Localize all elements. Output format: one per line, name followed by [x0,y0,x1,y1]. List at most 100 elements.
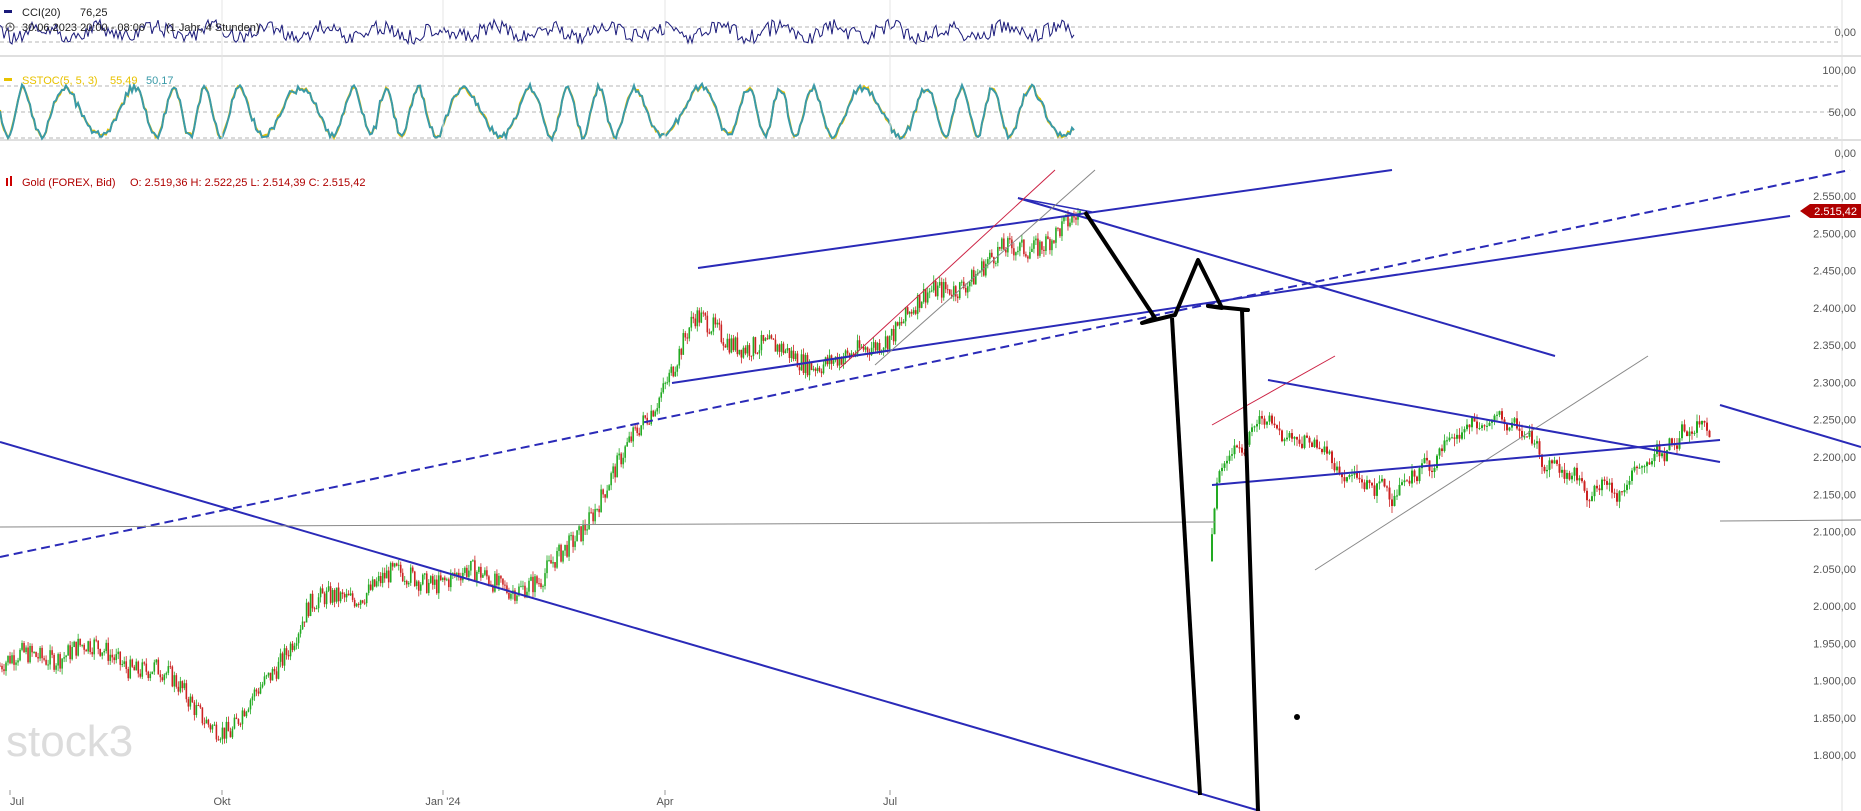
candle-body [1306,435,1308,438]
candle-body [726,338,729,348]
candle-body [347,593,350,596]
candle-body [219,739,222,741]
candle-body [644,415,646,418]
main-legend[interactable]: Gold (FOREX, Bid) O: 2.519,36 H: 2.522,2… [6,176,365,189]
candle-body [472,560,474,562]
candle-body [1371,483,1373,486]
candle-body [1446,440,1448,442]
candle-body [666,382,669,384]
candle-body [486,570,488,577]
sstoc-d-line [0,81,1075,143]
candle-body [1691,431,1693,434]
candle-body [273,668,276,672]
candle-body [1656,444,1658,454]
candle-body [73,641,75,647]
candle-body [948,289,951,295]
candle-body [107,642,110,661]
candle-body [381,572,384,584]
candle-body [740,349,743,358]
candle-body [810,362,813,370]
main-title: Gold (FOREX, Bid) [22,177,116,189]
candle-body [105,642,107,652]
candle-body [1621,491,1623,493]
candle-body [1213,508,1216,535]
candle-body [1603,479,1606,482]
candle-body [798,367,801,371]
candle-body [1516,418,1518,429]
candle-body [29,645,31,663]
candle-body [1063,217,1065,222]
candle-body [1223,463,1226,468]
candle-body [904,307,907,322]
candle-body [199,705,202,708]
candle-body [770,335,773,339]
candle-body [1211,534,1213,562]
candle-body [714,317,717,325]
candle-body [1031,248,1033,253]
candlestick-icon [6,176,12,186]
candle-body [546,560,548,574]
candle-body [411,567,414,572]
candle-body [592,512,594,522]
candle-body [413,571,416,586]
candle-body [502,578,504,585]
candle-body [287,654,290,657]
candle-body [81,644,83,646]
candle-body [570,535,572,537]
candle-body [470,560,472,571]
candle-body [1308,437,1311,443]
candle-body [1616,493,1618,502]
candle-body [530,576,532,581]
candle-body [1466,424,1468,430]
candle-body [1358,477,1361,480]
candle-body [33,651,35,653]
candle-body [466,567,468,577]
candle-body [383,572,386,579]
candle-body [375,581,378,587]
candle-body [1531,430,1533,444]
candle-body [1396,495,1398,497]
candle-body [999,246,1001,249]
candle-body [153,662,156,672]
candle-body [554,562,556,568]
candle-body [117,651,120,655]
candle-body [249,700,252,710]
candle-body [1596,485,1598,489]
candle-body [135,661,138,671]
candle-body [1321,448,1323,453]
sstoc-legend[interactable]: SSTOC(5, 5, 3) 55,49 50,17 [4,75,174,87]
candle-body [75,641,77,656]
grey-support-line-right [1719,519,1861,522]
candle-body [387,570,390,583]
candle-body [1538,441,1541,455]
candle-body [878,342,881,353]
trendline-drawings[interactable] [0,169,1861,811]
candle-body [1293,436,1296,439]
candle-body [345,593,348,598]
candle-body [1626,484,1628,491]
candle-body [596,508,598,510]
candle-body [606,490,608,498]
candle-body [1571,475,1573,480]
candle-body [339,592,342,602]
candle-body [836,356,839,366]
candle-body [1248,431,1251,445]
candle-body [442,577,444,581]
candle-body [1426,457,1428,461]
cci-legend[interactable]: CCI(20) 76,25 30.06.2023 20:00 - 08:00 (… [4,7,260,34]
candle-body [870,347,873,356]
sstoc-value-d: 50,17 [146,75,174,87]
candle-body [1483,425,1486,427]
price-tick-label: 1.950,00 [1813,638,1856,650]
candle-body [397,564,400,566]
candle-body [898,321,901,326]
candle-body [67,645,69,656]
candle-body [622,457,624,465]
candle-body [399,564,402,573]
candle-body [1536,441,1538,444]
candle-body [1476,421,1478,429]
candle-body [1303,435,1306,448]
candle-body [1663,453,1666,462]
candle-body [1493,415,1496,421]
